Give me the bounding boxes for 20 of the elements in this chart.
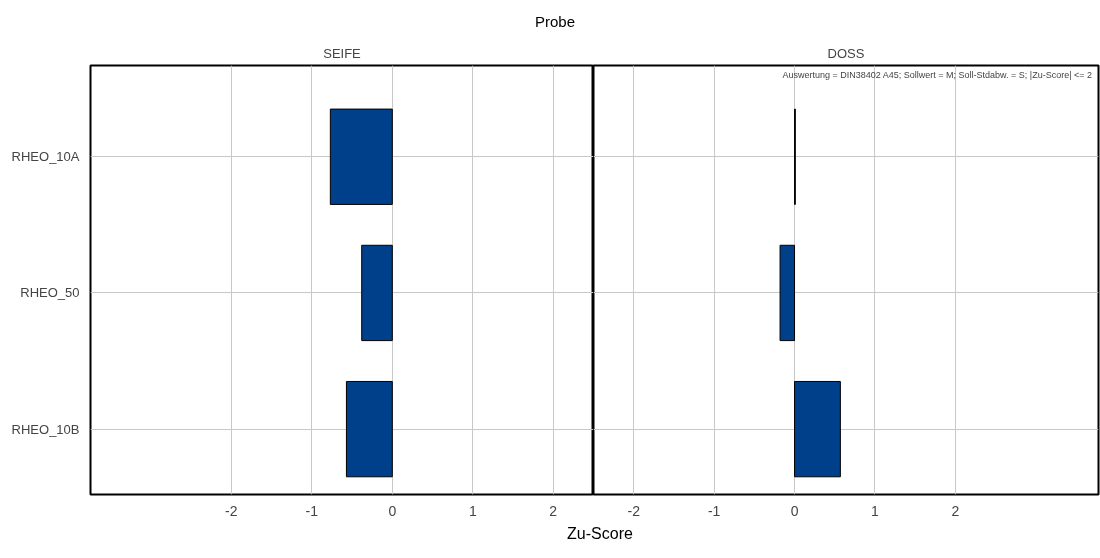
bar <box>794 380 841 478</box>
chart-subtitle: SEIFE <box>323 45 362 61</box>
x-tick-label: -1 <box>707 502 721 519</box>
x-axis-title: Zu-Score <box>567 524 633 544</box>
x-tick-label: 0 <box>388 502 397 519</box>
x-tick-label: 1 <box>468 502 477 519</box>
x-tick-label: -2 <box>627 502 641 519</box>
y-tick-label: RHEO_10A <box>11 149 80 165</box>
x-tick-label: -2 <box>225 502 238 519</box>
chart-title: Probe <box>534 12 576 32</box>
y-tick-label: RHEO_50 <box>20 285 80 301</box>
chart-subtitle: DOSS <box>827 45 865 61</box>
bar <box>779 244 796 342</box>
x-tick-label: 0 <box>790 502 799 519</box>
annotation: Auswertung = DIN38402 A45; Sollwert = M; Soll-Stdabw. = S; |Zu-Score| <= 2 <box>782 69 1093 80</box>
x-tick-label: 2 <box>549 502 558 519</box>
y-tick-label: RHEO_10B <box>11 421 80 437</box>
x-tick-label: -1 <box>305 502 319 519</box>
x-tick-label: 1 <box>871 502 880 519</box>
x-tick-label: 2 <box>951 502 960 519</box>
